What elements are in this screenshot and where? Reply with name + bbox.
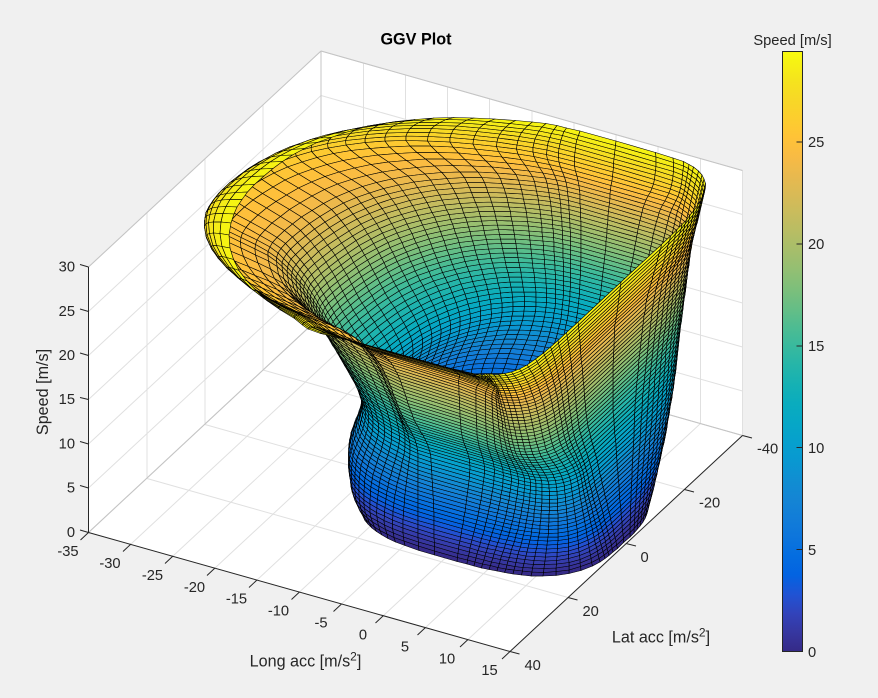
svg-text:25: 25 <box>808 135 824 151</box>
svg-text:Long acc [m/s2]: Long acc [m/s2] <box>250 650 362 671</box>
svg-text:-25: -25 <box>142 568 163 584</box>
svg-text:-35: -35 <box>57 544 78 560</box>
svg-text:0: 0 <box>641 550 649 566</box>
svg-text:-30: -30 <box>99 556 120 572</box>
svg-text:-15: -15 <box>226 592 247 608</box>
svg-text:15: 15 <box>59 392 75 408</box>
svg-text:25: 25 <box>59 304 75 320</box>
svg-text:15: 15 <box>481 663 497 679</box>
svg-text:-5: -5 <box>314 616 327 632</box>
svg-text:5: 5 <box>401 640 409 656</box>
svg-text:15: 15 <box>808 339 824 355</box>
svg-text:Lat acc [m/s2]: Lat acc [m/s2] <box>612 626 710 647</box>
svg-text:-40: -40 <box>757 442 778 458</box>
svg-text:-20: -20 <box>699 496 720 512</box>
svg-text:0: 0 <box>359 628 367 644</box>
svg-text:30: 30 <box>59 260 75 276</box>
svg-text:5: 5 <box>808 543 816 559</box>
svg-text:Speed [m/s]: Speed [m/s] <box>753 33 831 49</box>
svg-text:20: 20 <box>808 237 824 253</box>
svg-text:10: 10 <box>59 437 75 453</box>
svg-text:40: 40 <box>525 658 541 674</box>
svg-text:20: 20 <box>59 348 75 364</box>
svg-text:10: 10 <box>808 441 824 457</box>
svg-text:0: 0 <box>808 645 816 661</box>
svg-text:10: 10 <box>439 652 455 668</box>
svg-text:0: 0 <box>67 525 75 541</box>
svg-text:Speed [m/s]: Speed [m/s] <box>34 349 52 435</box>
svg-text:5: 5 <box>67 481 75 497</box>
svg-text:GGV Plot: GGV Plot <box>380 31 452 49</box>
svg-text:20: 20 <box>583 604 599 620</box>
svg-text:-10: -10 <box>268 604 289 620</box>
svg-text:-20: -20 <box>184 580 205 596</box>
